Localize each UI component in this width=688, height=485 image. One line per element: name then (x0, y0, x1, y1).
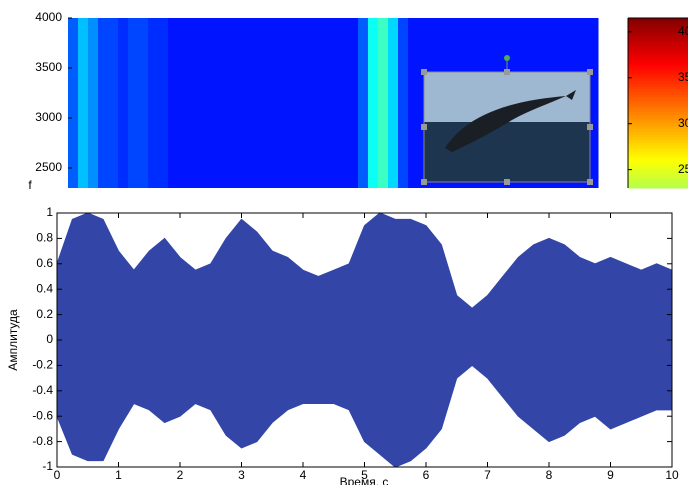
waveform-area (57, 213, 672, 340)
x-tick-label: 10 (665, 468, 679, 482)
x-tick-label: 1 (115, 468, 122, 482)
colorbar-tick-label: 25 (678, 162, 688, 176)
y-tick-label: -0.6 (32, 408, 53, 422)
spectrogram-cell (258, 18, 269, 188)
y-tick-label: 3500 (35, 60, 62, 74)
x-tick-label: 0 (54, 468, 61, 482)
spectrogram-cell (158, 18, 169, 188)
spectrogram-cell (398, 18, 409, 188)
colorbar-tick-label: 40 (678, 24, 688, 38)
y-tick-label: 1 (46, 205, 53, 219)
x-tick-label: 7 (484, 468, 491, 482)
spectrogram-cell (218, 18, 229, 188)
handle[interactable] (587, 179, 593, 185)
y-tick-label: -0.4 (32, 383, 53, 397)
colorbar-tick-label: 30 (678, 116, 688, 130)
spectrogram-cell (168, 18, 179, 188)
spectrogram-cell (118, 18, 129, 188)
spectrogram-cell (98, 18, 109, 188)
x-tick-label: 6 (423, 468, 430, 482)
colorbar-slice (628, 143, 688, 146)
x-tick-label: 9 (607, 468, 614, 482)
spectrogram-cell (228, 18, 239, 188)
y-axis-label: f (28, 178, 32, 192)
spectrogram-cell (388, 18, 399, 188)
spectrogram-cell (128, 18, 139, 188)
y-tick-label: 3000 (35, 110, 62, 124)
spectrogram-cell (148, 18, 159, 188)
colorbar-tick-label: 35 (678, 70, 688, 84)
spectrogram-cell (318, 18, 329, 188)
spectrogram-cell (268, 18, 279, 188)
rotate-handle[interactable] (504, 55, 510, 61)
colorbar-slice (628, 49, 688, 52)
y-tick-label: 0.8 (36, 231, 53, 245)
colorbar-slice (628, 41, 688, 44)
spectrogram-cell (348, 18, 359, 188)
spectrogram-cell (358, 18, 369, 188)
y-axis-label: Амплитуда (6, 309, 20, 371)
spectrogram-cell (248, 18, 259, 188)
spectrogram-cell (208, 18, 219, 188)
colorbar-slice (628, 151, 688, 154)
spectrogram-cell (88, 18, 99, 188)
y-tick-label: -1 (42, 459, 53, 473)
x-axis-label: Время, с (340, 475, 389, 485)
spectrogram-cell (408, 18, 419, 188)
y-tick-label: 0.2 (36, 307, 53, 321)
spectrogram-cell (78, 18, 89, 188)
x-tick-label: 2 (177, 468, 184, 482)
y-tick-label: 0.6 (36, 256, 53, 270)
y-tick-label: 4000 (35, 10, 62, 24)
spectrogram-cell (68, 18, 79, 188)
spectrogram-cell (308, 18, 319, 188)
x-tick-label: 8 (546, 468, 553, 482)
colorbar-slice (628, 177, 688, 180)
spectrogram-cell (338, 18, 349, 188)
waveform-area (57, 340, 672, 467)
spectrogram-cell (368, 18, 379, 188)
handle[interactable] (421, 124, 427, 130)
x-tick-label: 4 (300, 468, 307, 482)
spectrogram-cell (378, 18, 389, 188)
spectrogram-cell (178, 18, 189, 188)
spectrogram-cell (108, 18, 119, 188)
handle[interactable] (587, 69, 593, 75)
handle[interactable] (587, 124, 593, 130)
spectrogram-cell (198, 18, 209, 188)
y-tick-label: 2500 (35, 160, 62, 174)
y-tick-label: -0.8 (32, 434, 53, 448)
spectrogram-cell (278, 18, 289, 188)
spectrogram-cell (188, 18, 199, 188)
handle[interactable] (421, 179, 427, 185)
whale-photo[interactable] (421, 55, 593, 185)
spectrogram-cell (288, 18, 299, 188)
handle[interactable] (504, 69, 510, 75)
photo-sea (424, 122, 590, 182)
y-tick-label: 0 (46, 332, 53, 346)
handle[interactable] (504, 179, 510, 185)
y-tick-label: -0.2 (32, 358, 53, 372)
spectrogram-cell (328, 18, 339, 188)
colorbar-slice (628, 58, 688, 61)
colorbar-slice (628, 134, 688, 137)
handle[interactable] (421, 69, 427, 75)
y-tick-label: 0.4 (36, 281, 53, 295)
colorbar-slice (628, 185, 688, 188)
spectrogram-cell (298, 18, 309, 188)
x-tick-label: 3 (238, 468, 245, 482)
screenshot: 2500300035004000f25303540 -1-0.8-0.6-0.4… (0, 0, 688, 485)
spectrogram-cell (238, 18, 249, 188)
spectrogram-cell (138, 18, 149, 188)
